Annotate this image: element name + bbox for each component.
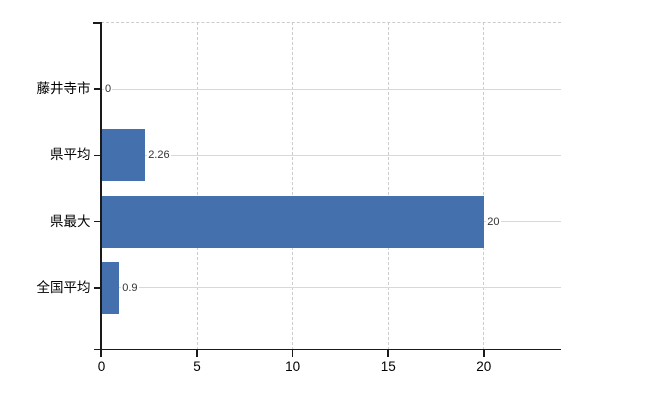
- h-gridline: [101, 154, 561, 156]
- category-label: 藤井寺市: [36, 81, 91, 96]
- category-label: 全国平均: [36, 279, 91, 295]
- bar: [102, 195, 485, 248]
- y-tick: [93, 154, 100, 157]
- y-axis-top-cap: [92, 22, 101, 24]
- x-tick: [196, 349, 198, 357]
- bar-value-label: 20: [486, 213, 501, 230]
- bar: [102, 261, 120, 314]
- x-axis-line: [93, 348, 561, 350]
- x-tick-label: 15: [380, 358, 396, 374]
- bar-value-label: 0: [104, 81, 113, 97]
- x-tick-label: 5: [193, 358, 201, 374]
- x-tick-label: 20: [476, 358, 492, 374]
- y-tick: [93, 88, 100, 90]
- plot-top-border: [101, 22, 561, 23]
- x-tick-label: 10: [285, 358, 301, 374]
- y-tick: [93, 287, 100, 289]
- x-tick-label: 0: [97, 358, 106, 374]
- v-gridline: [292, 22, 294, 350]
- h-gridline: [101, 88, 561, 90]
- h-gridline: [101, 287, 561, 289]
- category-label: 県最大: [50, 213, 91, 229]
- y-axis-line: [100, 22, 102, 357]
- x-tick: [483, 349, 485, 357]
- x-tick: [387, 349, 389, 357]
- category-label: 県平均: [50, 147, 91, 163]
- x-tick: [291, 349, 294, 357]
- y-tick: [93, 220, 100, 223]
- v-gridline: [387, 22, 389, 350]
- bar-value-label: 2.26: [147, 147, 171, 164]
- v-gridline: [196, 22, 198, 350]
- bar: [102, 129, 146, 182]
- v-gridline: [483, 22, 485, 350]
- bar-value-label: 0.9: [121, 279, 139, 296]
